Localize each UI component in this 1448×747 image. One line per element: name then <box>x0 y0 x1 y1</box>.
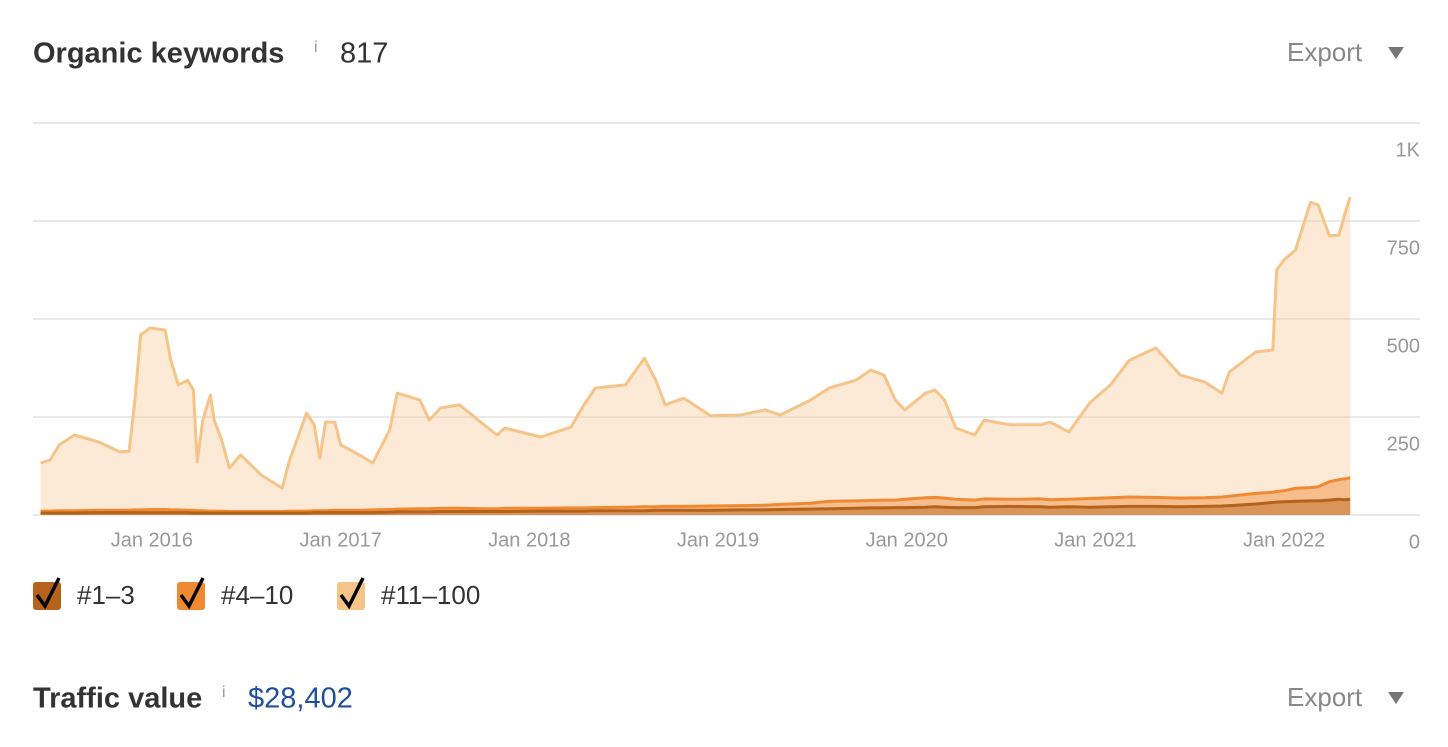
export-arrow[interactable] <box>1388 47 1404 59</box>
export-arrow[interactable] <box>1388 692 1404 704</box>
keyword-count: 817 <box>340 38 388 70</box>
section-title: Traffic value <box>33 683 202 715</box>
legend-label[interactable]: #4–10 <box>221 580 293 610</box>
export-button[interactable]: Export <box>1287 682 1363 712</box>
legend-check[interactable] <box>179 577 205 610</box>
x-tick-label: Jan 2020 <box>866 529 948 551</box>
section-title: Organic keywords <box>33 38 284 70</box>
export-button[interactable]: Export <box>1287 37 1363 67</box>
series-line <box>40 476 1351 513</box>
x-tick-label: Jan 2016 <box>111 529 193 551</box>
info-icon[interactable]: i <box>222 684 226 701</box>
x-tick-label: Jan 2017 <box>299 529 381 551</box>
x-tick-label: Jan 2021 <box>1054 529 1136 551</box>
series-line <box>40 196 1352 490</box>
info-icon[interactable]: i <box>314 39 318 56</box>
legend-check[interactable] <box>339 577 365 610</box>
series-line <box>40 497 1351 515</box>
x-tick-label: Jan 2019 <box>677 529 759 551</box>
x-tick-label: Jan 2022 <box>1243 529 1325 551</box>
y-tick-label: 750 <box>1387 237 1420 259</box>
traffic-value: $28,402 <box>248 683 353 715</box>
y-tick-label: 0 <box>1409 531 1420 553</box>
y-tick-label: 1K <box>1396 139 1421 161</box>
series-area <box>40 197 1351 515</box>
legend-label[interactable]: #1–3 <box>77 580 135 610</box>
series-area <box>40 499 1351 515</box>
x-tick-label: Jan 2018 <box>488 529 570 551</box>
legend-label[interactable]: #11–100 <box>381 580 480 610</box>
y-tick-label: 500 <box>1387 335 1420 357</box>
legend-check[interactable] <box>35 577 61 610</box>
y-tick-label: 250 <box>1387 433 1420 455</box>
